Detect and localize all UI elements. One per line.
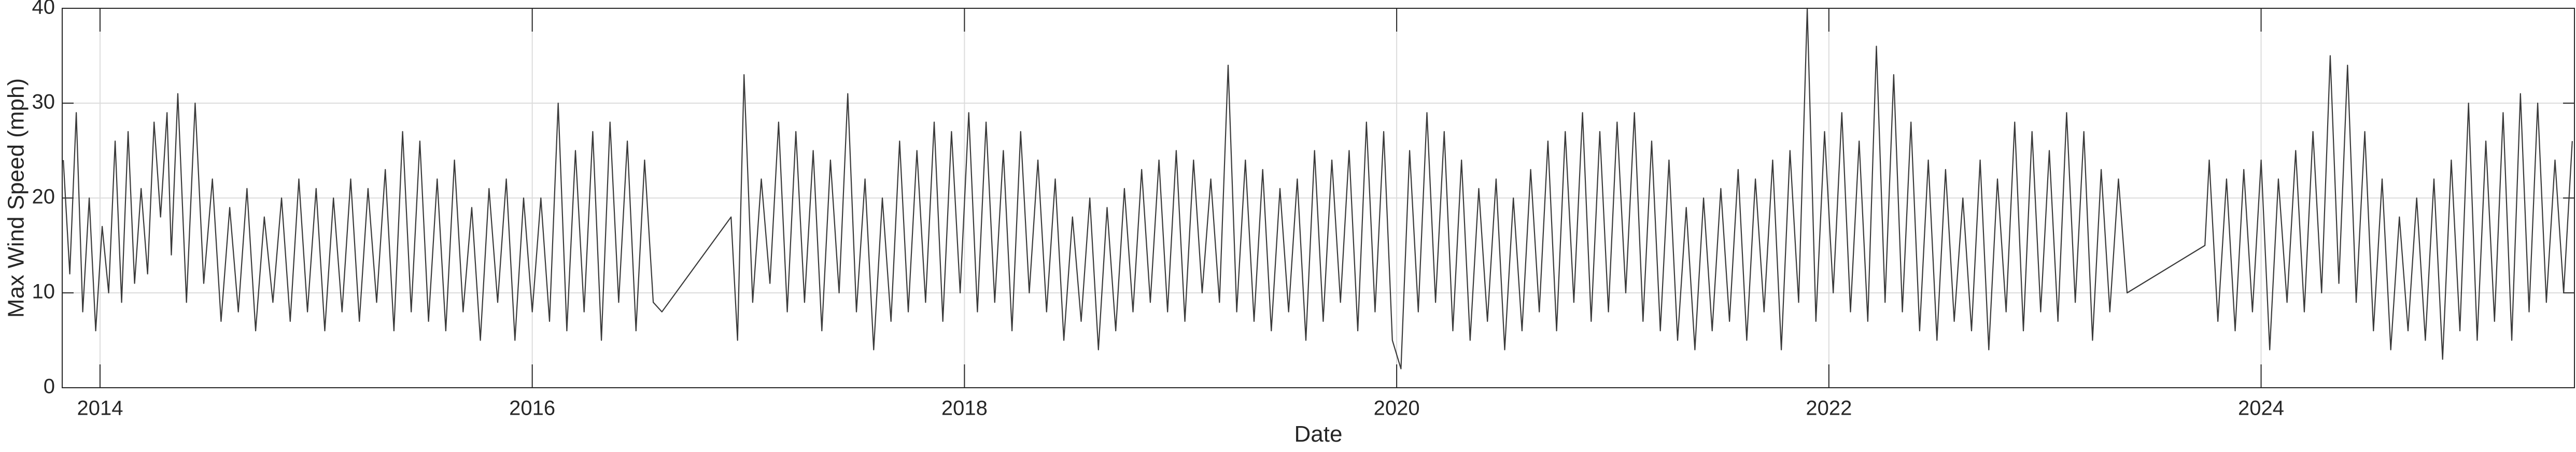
x-tick-label: 2022 — [1806, 397, 1852, 420]
plot-border — [62, 8, 2575, 388]
y-tick-label: 30 — [32, 91, 55, 114]
y-tick-label: 40 — [32, 0, 55, 19]
y-tick-label: 20 — [32, 186, 55, 208]
y-axis-label: Max Wind Speed (mph) — [4, 78, 29, 318]
y-tick-label: 10 — [32, 280, 55, 303]
x-tick-label: 2018 — [941, 397, 988, 420]
x-tick-label: 2014 — [77, 397, 123, 420]
x-axis-label: Date — [1294, 421, 1343, 447]
data-line — [63, 7, 2573, 370]
y-tick-label: 0 — [44, 375, 55, 398]
x-tick-label: 2016 — [509, 397, 555, 420]
x-tick-label: 2024 — [2238, 397, 2284, 420]
x-tick-label: 2020 — [1374, 397, 1420, 420]
